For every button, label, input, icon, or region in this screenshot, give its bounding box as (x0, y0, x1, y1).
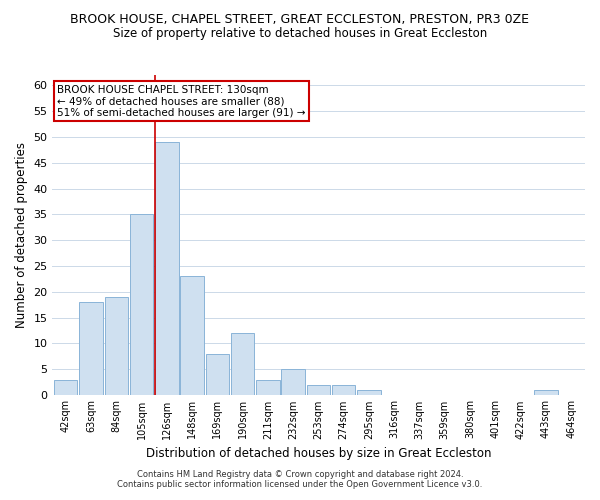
Text: BROOK HOUSE, CHAPEL STREET, GREAT ECCLESTON, PRESTON, PR3 0ZE: BROOK HOUSE, CHAPEL STREET, GREAT ECCLES… (71, 12, 530, 26)
Bar (155, 142, 179, 395)
Bar (256, 380, 280, 395)
Bar (534, 390, 557, 395)
Bar (231, 333, 254, 395)
Y-axis label: Number of detached properties: Number of detached properties (15, 142, 28, 328)
Bar (130, 214, 153, 395)
Text: Size of property relative to detached houses in Great Eccleston: Size of property relative to detached ho… (113, 28, 487, 40)
Text: BROOK HOUSE CHAPEL STREET: 130sqm
← 49% of detached houses are smaller (88)
51% : BROOK HOUSE CHAPEL STREET: 130sqm ← 49% … (57, 84, 305, 118)
Text: Contains HM Land Registry data © Crown copyright and database right 2024.
Contai: Contains HM Land Registry data © Crown c… (118, 470, 482, 489)
Bar (206, 354, 229, 395)
Bar (79, 302, 103, 395)
Bar (54, 380, 77, 395)
Bar (307, 385, 330, 395)
Bar (332, 385, 355, 395)
Bar (357, 390, 381, 395)
Bar (281, 370, 305, 395)
Bar (181, 276, 204, 395)
Bar (104, 297, 128, 395)
X-axis label: Distribution of detached houses by size in Great Eccleston: Distribution of detached houses by size … (146, 447, 491, 460)
